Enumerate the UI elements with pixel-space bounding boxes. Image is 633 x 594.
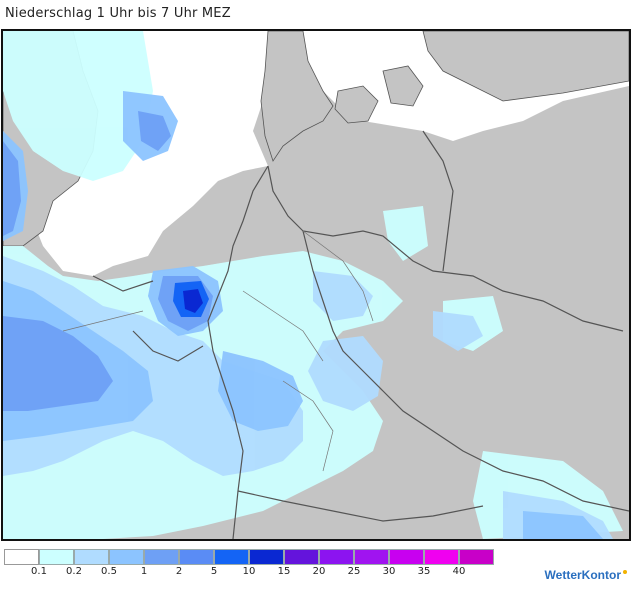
country-borders (92, 130, 629, 539)
legend-swatch (179, 549, 214, 565)
precip-legend (4, 549, 494, 565)
precipitation-map (1, 29, 631, 541)
legend-label: 0.5 (101, 566, 117, 577)
legend-label: 0.2 (66, 566, 82, 577)
sweden-south (422, 31, 629, 102)
legend-swatch (39, 549, 74, 565)
legend-swatch (144, 549, 179, 565)
legend-label: 1 (140, 566, 148, 577)
legend-label: 5 (210, 566, 218, 577)
legend-label: 40 (452, 566, 466, 577)
legend-swatch (319, 549, 354, 565)
legend-swatch (74, 549, 109, 565)
legend-swatch (214, 549, 249, 565)
legend-swatch (354, 549, 389, 565)
map-canvas (3, 31, 629, 539)
legend-swatch (389, 549, 424, 565)
legend-swatch (459, 549, 494, 565)
legend-swatch (249, 549, 284, 565)
logo-dot-icon (623, 570, 627, 574)
legend-label: 30 (382, 566, 396, 577)
map-title: Niederschlag 1 Uhr bis 7 Uhr MEZ (5, 6, 231, 21)
precip-dark-blue (183, 289, 203, 313)
legend-swatch (109, 549, 144, 565)
legend-label: 10 (242, 566, 256, 577)
danish-island (334, 85, 379, 124)
legend-label: 2 (175, 566, 183, 577)
legend-label: 25 (347, 566, 361, 577)
precip-medium-blue (3, 111, 213, 411)
legend-labels: 0.1 0.2 0.5 1 2 5 10 15 20 25 30 35 40 (0, 566, 520, 580)
legend-label: 20 (312, 566, 326, 577)
legend-swatch (284, 549, 319, 565)
legend-label: 0.1 (31, 566, 47, 577)
wetterkontor-logo: WetterKontor (545, 568, 627, 582)
region-borders (62, 230, 374, 472)
legend-swatch (424, 549, 459, 565)
legend-label: 15 (277, 566, 291, 577)
legend-label: 35 (417, 566, 431, 577)
danish-island-2 (382, 65, 424, 107)
denmark-land (260, 31, 334, 162)
legend-swatch (4, 549, 39, 565)
